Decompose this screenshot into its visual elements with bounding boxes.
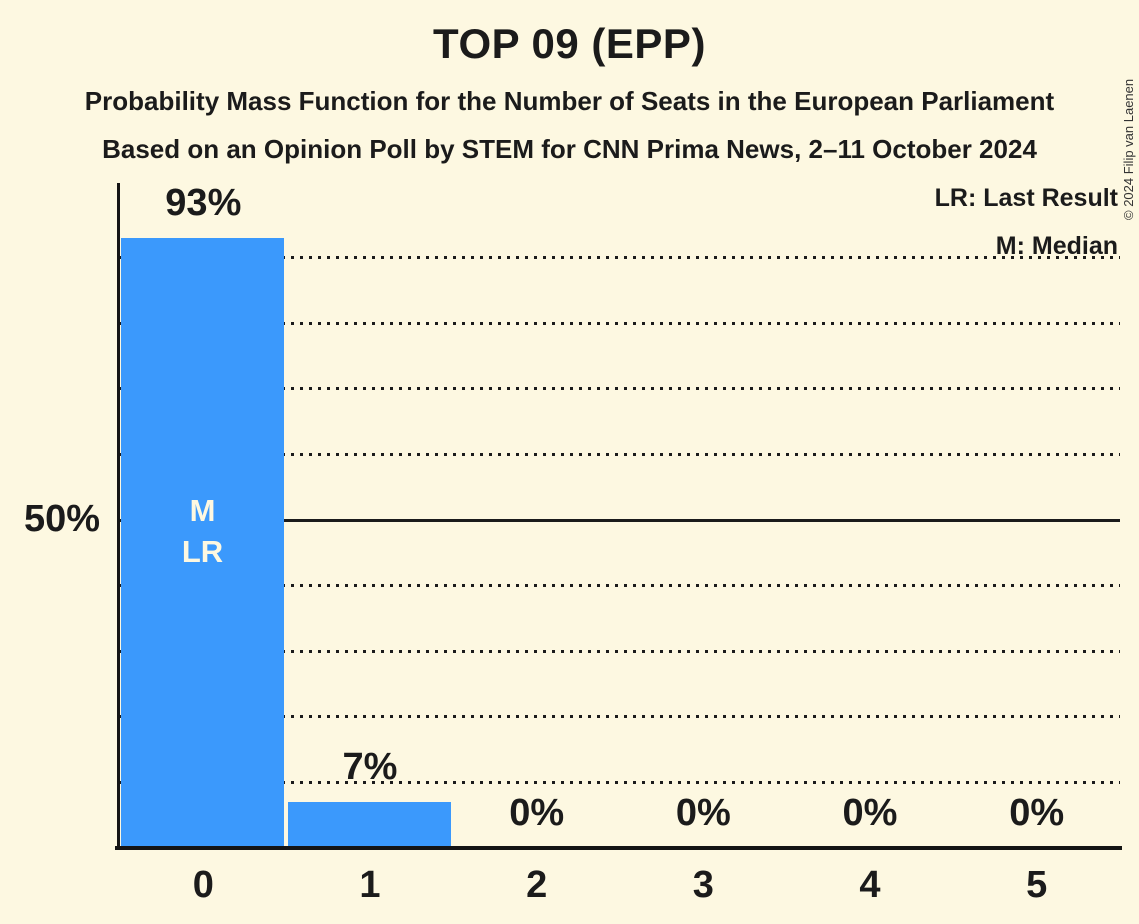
y-axis-label-50: 50%	[23, 498, 100, 540]
plot-area: 93% 7% 0% 0% 0% 0% M LR	[115, 181, 1122, 850]
median-marker: M	[189, 493, 216, 528]
gridline-10pct	[120, 780, 1120, 784]
chart-title: TOP 09 (EPP)	[433, 20, 706, 67]
value-label-seats-3: 0%	[675, 792, 731, 834]
bar-seats-1	[287, 802, 451, 848]
legend-median: M: Median	[995, 232, 1118, 260]
median-last-result-annotation: M LR	[120, 490, 285, 572]
value-label-seats-5: 0%	[1009, 792, 1065, 834]
bar-seats-0	[121, 237, 285, 848]
x-tick-1: 1	[359, 864, 381, 906]
gridline-20pct	[120, 715, 1120, 719]
chart-subtitle-line1: Probability Mass Function for the Number…	[84, 86, 1055, 116]
gridline-70pct	[120, 387, 1120, 391]
gridline-60pct	[120, 452, 1120, 456]
x-axis-tick-labels: 0 1 2 3 4 5	[120, 866, 1120, 910]
legend-last-result: LR: Last Result	[934, 184, 1118, 212]
y-axis-line	[117, 183, 120, 850]
gridline-80pct	[120, 321, 1120, 325]
last-result-marker: LR	[181, 534, 224, 569]
x-tick-4: 4	[859, 864, 881, 906]
gridline-40pct	[120, 584, 1120, 588]
copyright-notice: © 2024 Filip van Laenen	[1121, 78, 1136, 220]
value-label-seats-1: 7%	[342, 746, 398, 789]
gridline-90pct	[120, 256, 1120, 260]
gridline-50pct	[120, 518, 1120, 522]
value-label-seats-2: 0%	[509, 792, 565, 834]
x-tick-3: 3	[692, 864, 714, 906]
x-tick-5: 5	[1026, 864, 1048, 906]
x-tick-0: 0	[192, 864, 214, 906]
gridline-30pct	[120, 649, 1120, 653]
chart-subtitle-line2: Based on an Opinion Poll by STEM for CNN…	[102, 134, 1037, 164]
value-label-seats-4: 0%	[842, 792, 898, 834]
x-axis-line	[115, 846, 1122, 850]
value-label-seats-0: 93%	[165, 181, 242, 224]
x-tick-2: 2	[526, 864, 548, 906]
